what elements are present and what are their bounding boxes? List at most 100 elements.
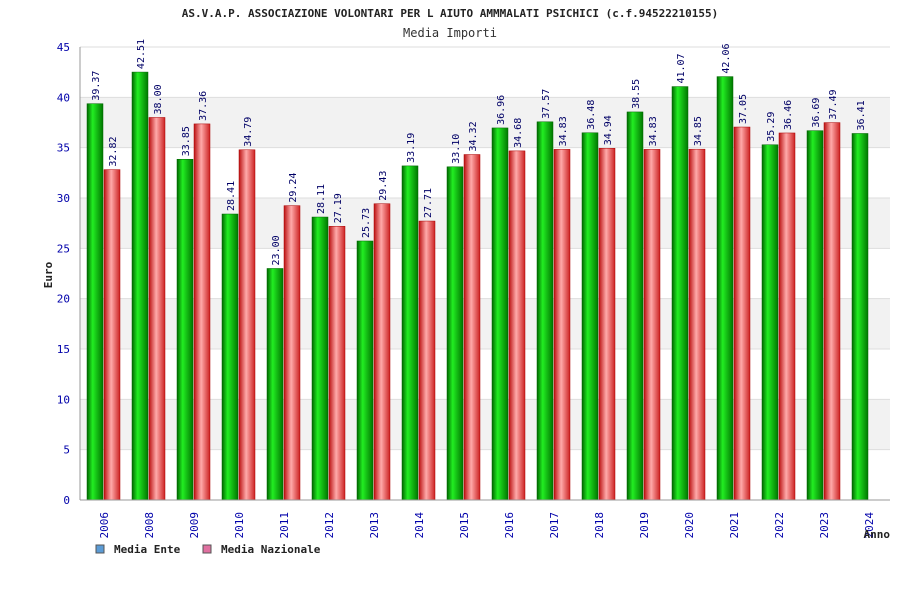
x-tick-label: 2006 (98, 512, 111, 539)
value-label-media-ente: 39.37 (91, 71, 102, 101)
x-tick-label: 2014 (413, 512, 426, 539)
bar-media-nazionale (508, 150, 526, 501)
legend-label-media-nazionale: Media Nazionale (221, 543, 321, 556)
x-tick-label: 2023 (818, 512, 831, 539)
value-label-media-nazionale: 37.05 (738, 94, 749, 124)
value-label-media-ente: 36.41 (856, 100, 867, 130)
plot-band (80, 97, 890, 148)
value-label-media-ente: 23.00 (271, 235, 282, 265)
x-tick-label: 2016 (503, 512, 516, 539)
x-axis-label: Anno (864, 528, 891, 541)
bar-media-nazionale (328, 226, 346, 501)
x-tick-label: 2008 (143, 512, 156, 539)
plot-band (80, 147, 890, 198)
bar-media-nazionale (103, 169, 121, 501)
bar-media-ente (671, 86, 689, 501)
bar-media-nazionale (553, 149, 571, 501)
bar-media-nazionale (643, 149, 661, 501)
value-label-media-nazionale: 34.85 (693, 116, 704, 146)
plot-band (80, 47, 890, 98)
y-tick-label: 0 (63, 494, 70, 507)
bar-media-nazionale (598, 148, 616, 501)
value-label-media-ente: 28.11 (316, 184, 327, 214)
bar-media-nazionale (238, 149, 256, 501)
bar-media-nazionale (193, 123, 211, 501)
bar-media-nazionale (463, 154, 481, 501)
bar-media-nazionale (373, 203, 391, 501)
bar-media-ente (401, 165, 419, 501)
bar-media-nazionale (823, 122, 841, 501)
bar-media-ente (356, 240, 374, 501)
y-tick-label: 20 (57, 293, 70, 306)
value-label-media-nazionale: 36.46 (783, 100, 794, 130)
legend-label-media-ente: Media Ente (114, 543, 181, 556)
value-label-media-ente: 36.96 (496, 95, 507, 125)
bar-media-ente (716, 76, 734, 501)
x-tick-label: 2018 (593, 512, 606, 539)
bar-media-nazionale (148, 117, 166, 501)
value-label-media-ente: 25.73 (361, 208, 372, 238)
value-label-media-ente: 36.48 (586, 100, 597, 130)
y-tick-label: 25 (57, 242, 70, 255)
bar-media-ente (761, 144, 779, 501)
value-label-media-ente: 33.19 (406, 133, 417, 163)
y-tick-label: 35 (57, 142, 70, 155)
plot-band (80, 298, 890, 349)
x-tick-label: 2017 (548, 512, 561, 539)
bar-media-ente (806, 130, 824, 501)
value-label-media-ente: 38.55 (631, 79, 642, 109)
plot-band (80, 349, 890, 400)
value-label-media-nazionale: 34.94 (603, 115, 614, 145)
y-axis-label: Euro (42, 261, 55, 288)
bar-media-ente (86, 103, 104, 501)
value-label-media-ente: 35.29 (766, 112, 777, 142)
chart-title: AS.V.A.P. ASSOCIAZIONE VOLONTARI PER L A… (182, 7, 718, 20)
plot-background (80, 47, 890, 500)
bar-media-ente (131, 71, 149, 501)
plot-band (80, 198, 890, 249)
bar-media-nazionale (778, 132, 796, 501)
y-tick-label: 15 (57, 343, 70, 356)
x-tick-label: 2021 (728, 512, 741, 539)
value-label-media-nazionale: 27.19 (333, 193, 344, 223)
y-tick-label: 5 (63, 444, 70, 457)
chart-subtitle: Media Importi (403, 26, 497, 40)
x-tick-label: 2020 (683, 512, 696, 539)
value-label-media-ente: 36.69 (811, 98, 822, 128)
bar-media-ente (536, 121, 554, 501)
bar-media-ente (446, 166, 464, 501)
value-label-media-nazionale: 34.79 (243, 117, 254, 147)
x-axis-ticks: 2006 2008 2009 2010 2011 2012 2013 2014 2015 2016… (98, 512, 876, 539)
legend: Media Ente Media Nazionale (95, 543, 321, 556)
legend-swatch-media-ente (95, 544, 105, 554)
bar-media-ente (851, 133, 869, 501)
x-tick-label: 2024 (863, 512, 876, 539)
bar-media-ente (176, 158, 194, 501)
bar-media-nazionale (418, 220, 436, 501)
bar-media-ente (266, 268, 284, 501)
bar-media-ente (311, 216, 329, 501)
value-label-media-nazionale: 37.49 (828, 89, 839, 119)
value-label-media-nazionale: 34.83 (558, 116, 569, 146)
y-tick-label: 10 (57, 393, 70, 406)
bar-media-nazionale (733, 126, 751, 501)
x-tick-label: 2019 (638, 512, 651, 539)
y-tick-label: 40 (57, 91, 70, 104)
bars-group (86, 71, 869, 501)
value-label-media-ente: 33.85 (181, 126, 192, 156)
plot-band (80, 399, 890, 450)
value-label-media-nazionale: 38.00 (153, 84, 164, 114)
plot-band (80, 449, 890, 500)
value-labels-group: 39.37 32.82 42.51 38.00 33.85 37.36 28.41 34.79… (91, 39, 867, 266)
value-label-media-nazionale: 37.36 (198, 91, 209, 121)
value-label-media-ente: 42.06 (721, 43, 732, 73)
bar-media-ente (626, 111, 644, 501)
value-label-media-nazionale: 29.24 (288, 173, 299, 203)
legend-swatch-media-nazionale (202, 544, 212, 554)
x-tick-label: 2010 (233, 512, 246, 539)
value-label-media-ente: 37.57 (541, 89, 552, 119)
value-label-media-ente: 33.10 (451, 134, 462, 164)
bar-media-ente (581, 132, 599, 501)
value-label-media-nazionale: 34.68 (513, 118, 524, 148)
